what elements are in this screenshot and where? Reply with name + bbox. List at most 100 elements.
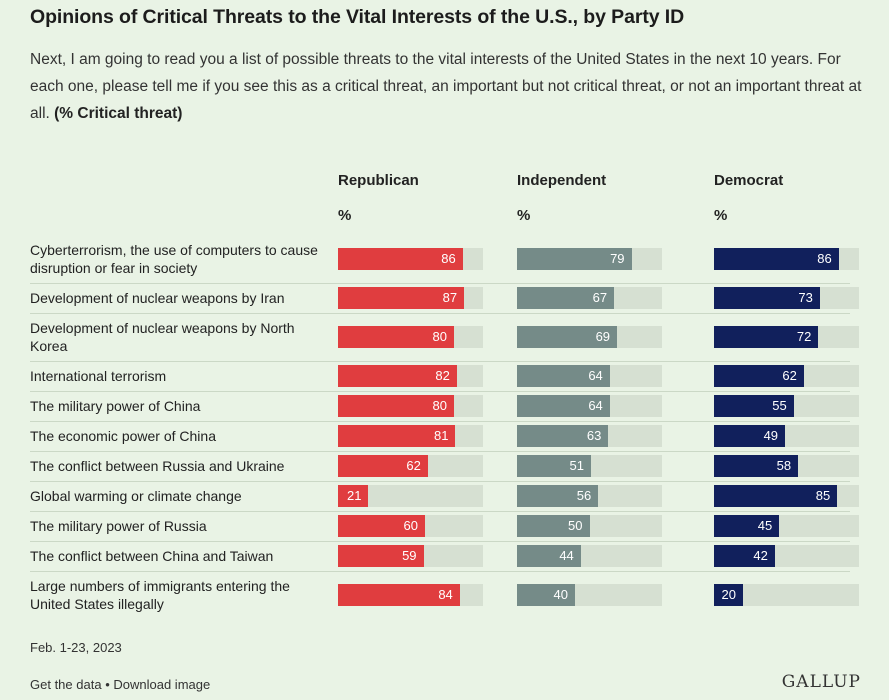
data-label: 59: [402, 548, 417, 563]
category-label: The conflict between China and Taiwan: [30, 548, 274, 564]
data-label: 21: [346, 488, 362, 503]
category-label: International terrorism: [30, 368, 167, 384]
category-label: The military power of China: [30, 398, 201, 414]
bar-track: 55: [714, 395, 859, 417]
bar-independent: [517, 326, 618, 348]
bar-track: 86: [338, 248, 483, 270]
bar-independent: [517, 287, 615, 309]
row-divider: [30, 391, 850, 392]
column-header-democrat: Democrat: [714, 172, 784, 189]
bar-democrat: [714, 515, 780, 537]
bar-track: 67: [517, 287, 662, 309]
row-divider: [30, 481, 850, 482]
bar-track: 86: [714, 248, 859, 270]
data-label: 64: [588, 398, 603, 413]
bar-track: 21: [338, 485, 483, 507]
data-label: 42: [753, 548, 768, 563]
get-data-link[interactable]: Get the data: [30, 677, 102, 692]
bar-track: 40: [517, 584, 662, 606]
column-unit-independent: %: [517, 207, 531, 224]
data-label: 85: [815, 488, 831, 503]
bar-track: 84: [338, 584, 483, 606]
bar-republican: [338, 287, 465, 309]
category-label: Development of nuclear weapons by North …: [30, 320, 295, 354]
bar-track: 64: [517, 395, 662, 417]
chart-subtitle: Next, I am going to read you a list of p…: [30, 46, 865, 127]
bar-democrat: [714, 395, 794, 417]
bar-democrat: [714, 425, 786, 447]
bar-independent: [517, 455, 591, 477]
footer-separator: •: [105, 677, 110, 692]
data-label: 50: [568, 518, 583, 533]
bar-republican: [338, 365, 457, 387]
data-label: 80: [432, 329, 447, 344]
column-unit-republican: %: [338, 207, 352, 224]
data-label: 67: [592, 290, 608, 305]
bar-democrat: [714, 326, 819, 348]
bar-track: 42: [714, 545, 859, 567]
data-label: 69: [595, 329, 611, 344]
category-label: Development of nuclear weapons by Iran: [30, 290, 285, 306]
bar-track: 56: [517, 485, 662, 507]
bar-republican: [338, 326, 454, 348]
bar-democrat: [714, 584, 743, 606]
category-label: Cyberterrorism, the use of computers to …: [30, 242, 318, 276]
bar-republican: [338, 584, 460, 606]
bar-track: 72: [714, 326, 859, 348]
bar-independent: [517, 485, 599, 507]
data-label: 73: [798, 290, 813, 305]
bar-track: 62: [714, 365, 859, 387]
bar-republican: [338, 395, 454, 417]
bar-republican: [338, 485, 369, 507]
bar-republican: [338, 425, 456, 447]
bar-democrat: [714, 287, 820, 309]
row-divider: [30, 511, 850, 512]
category-label: The economic power of China: [30, 428, 216, 444]
data-label: 20: [721, 587, 736, 602]
gallup-logo: GALLUP: [781, 672, 861, 692]
data-label: 81: [433, 428, 449, 443]
subtitle-measure: (% Critical threat): [54, 105, 183, 122]
data-label: 58: [776, 458, 792, 473]
data-label: 87: [442, 290, 458, 305]
column-unit-democrat: %: [714, 207, 728, 224]
row-divider: [30, 541, 850, 542]
bar-democrat: [714, 485, 838, 507]
data-label: 86: [441, 251, 456, 266]
footer-links: Get the data • Download image: [30, 677, 210, 692]
row-divider: [30, 313, 850, 314]
bar-track: 62: [338, 455, 483, 477]
data-label: 62: [406, 458, 421, 473]
bar-democrat: [714, 545, 775, 567]
data-label: 63: [586, 428, 602, 443]
row-divider: [30, 451, 850, 452]
bar-independent: [517, 365, 610, 387]
bar-track: 73: [714, 287, 859, 309]
bar-track: 44: [517, 545, 662, 567]
category-label: Large numbers of immigrants entering the…: [30, 578, 290, 612]
bar-track: 49: [714, 425, 859, 447]
row-divider: [30, 421, 850, 422]
bar-track: 85: [714, 485, 859, 507]
bar-republican: [338, 455, 428, 477]
bar-track: 64: [517, 365, 662, 387]
data-label: 79: [610, 251, 625, 266]
bar-track: 80: [338, 395, 483, 417]
bar-track: 69: [517, 326, 662, 348]
column-header-republican: Republican: [338, 172, 419, 189]
data-label: 82: [435, 368, 450, 383]
chart-title: Opinions of Critical Threats to the Vita…: [30, 6, 685, 28]
bar-independent: [517, 395, 610, 417]
download-image-link[interactable]: Download image: [113, 677, 211, 692]
data-label: 51: [569, 458, 584, 473]
data-label: 45: [757, 518, 773, 533]
category-label: The military power of Russia: [30, 518, 207, 534]
bar-track: 45: [714, 515, 859, 537]
bar-track: 58: [714, 455, 859, 477]
bar-republican: [338, 545, 424, 567]
bar-democrat: [714, 365, 804, 387]
subtitle-text: Next, I am going to read you a list of p…: [30, 51, 862, 122]
bar-independent: [517, 545, 581, 567]
data-label: 40: [553, 587, 568, 602]
